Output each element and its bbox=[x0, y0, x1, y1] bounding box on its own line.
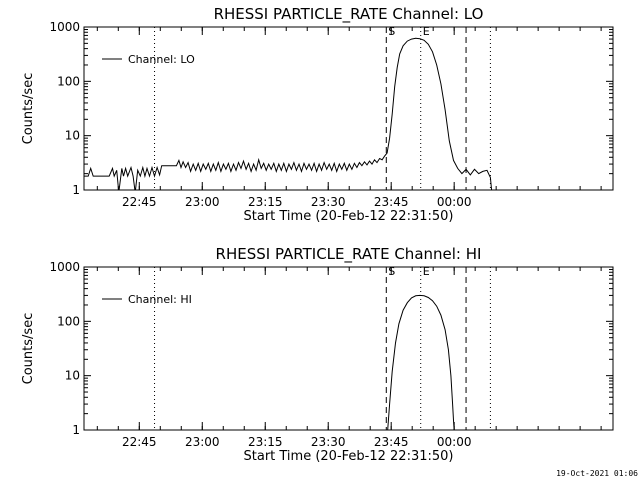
marker-label: S bbox=[388, 265, 395, 278]
chart-panel-1: RHESSI PARTICLE_RATE Channel: HI 1 10 100 10… bbox=[21, 245, 614, 464]
plot-frame bbox=[83, 266, 614, 431]
x-axis-label: Start Time (20-Feb-12 22:31:50) bbox=[244, 449, 454, 464]
chart-panel-0: RHESSI PARTICLE_RATE Channel: LO 1 10 100 10… bbox=[21, 5, 614, 224]
legend-label: Channel: HI bbox=[128, 293, 192, 306]
y-tick-label: 1000 bbox=[49, 260, 80, 274]
y-tick-label: 100 bbox=[57, 74, 80, 88]
x-tick-label: 23:45 bbox=[374, 195, 409, 209]
marker-label: S bbox=[388, 25, 395, 38]
y-axis-label: Counts/sec bbox=[21, 313, 36, 385]
plot-frame bbox=[83, 26, 614, 191]
marker-label: E bbox=[423, 265, 430, 278]
legend-label: Channel: LO bbox=[128, 53, 195, 66]
x-tick-label: 22:45 bbox=[122, 195, 157, 209]
y-tick-label: 10 bbox=[65, 129, 80, 143]
x-tick-label: 23:00 bbox=[185, 435, 220, 449]
y-tick-label: 10 bbox=[65, 369, 80, 383]
y-tick-label: 1 bbox=[72, 423, 80, 437]
x-tick-label: 00:00 bbox=[437, 195, 472, 209]
marker-label: E bbox=[423, 25, 430, 38]
x-tick-label: 23:15 bbox=[248, 195, 283, 209]
chart-title: RHESSI PARTICLE_RATE Channel: LO bbox=[214, 5, 484, 24]
y-tick-label: 100 bbox=[57, 314, 80, 328]
x-tick-label: 23:15 bbox=[248, 435, 283, 449]
y-tick-label: 1000 bbox=[49, 20, 80, 34]
x-tick-label: 23:00 bbox=[185, 195, 220, 209]
series-line bbox=[387, 294, 455, 430]
x-tick-label: 23:30 bbox=[311, 435, 346, 449]
chart-title: RHESSI PARTICLE_RATE Channel: HI bbox=[216, 245, 482, 264]
x-axis-label: Start Time (20-Feb-12 22:31:50) bbox=[244, 209, 454, 224]
x-tick-label: 23:30 bbox=[311, 195, 346, 209]
x-tick-label: 23:45 bbox=[374, 435, 409, 449]
x-tick-label: 22:45 bbox=[122, 435, 157, 449]
footer-timestamp: 19-Oct-2021 01:06 bbox=[556, 469, 638, 478]
x-tick-label: 00:00 bbox=[437, 435, 472, 449]
series-line bbox=[84, 37, 493, 190]
y-tick-label: 1 bbox=[72, 183, 80, 197]
y-axis-label: Counts/sec bbox=[21, 73, 36, 145]
